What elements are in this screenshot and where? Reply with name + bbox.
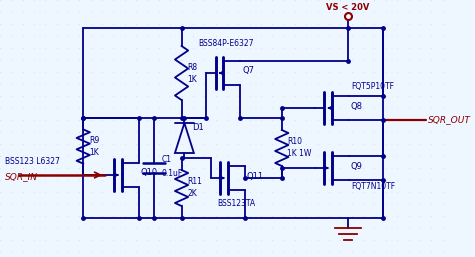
Text: 1K: 1K: [89, 148, 99, 157]
Text: R9: R9: [89, 136, 99, 145]
Text: SQR_IN: SQR_IN: [5, 172, 38, 181]
Text: VS < 20V: VS < 20V: [326, 3, 370, 12]
Text: FQT7N10TF: FQT7N10TF: [351, 181, 395, 190]
Text: R8: R8: [187, 62, 197, 71]
Text: 0.1uF: 0.1uF: [162, 169, 183, 178]
Text: R11: R11: [187, 178, 202, 187]
Text: SQR_OUT: SQR_OUT: [428, 115, 471, 124]
Text: BSS123TA: BSS123TA: [218, 198, 256, 207]
Text: 2K: 2K: [187, 189, 197, 198]
Text: R10: R10: [287, 137, 303, 146]
Text: BSS123 L6327: BSS123 L6327: [5, 157, 59, 166]
Text: Q9: Q9: [351, 161, 363, 170]
Text: 1K: 1K: [187, 75, 197, 84]
Text: Q10: Q10: [141, 169, 158, 178]
Text: Q11: Q11: [247, 171, 264, 180]
Text: C1: C1: [162, 155, 171, 164]
Text: Q7: Q7: [242, 67, 254, 76]
Text: D1: D1: [192, 124, 204, 133]
Text: 1K 1W: 1K 1W: [287, 150, 312, 159]
Text: FQT5P10TF: FQT5P10TF: [351, 81, 394, 90]
Text: Q8: Q8: [351, 102, 363, 111]
Text: BSS84P-E6327: BSS84P-E6327: [199, 39, 254, 48]
